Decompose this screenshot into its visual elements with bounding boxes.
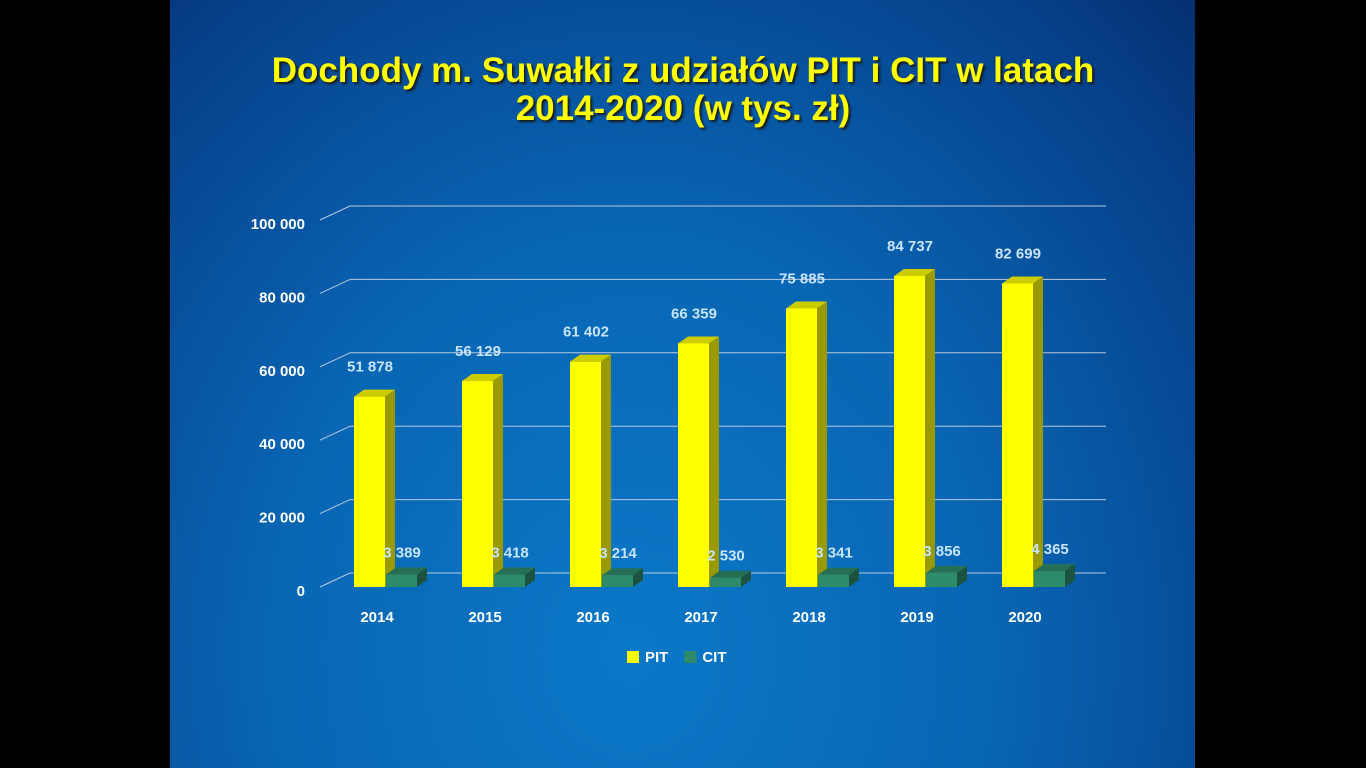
x-tick-label: 2015 bbox=[468, 609, 501, 626]
bar-top bbox=[818, 567, 859, 575]
bar bbox=[1034, 570, 1065, 587]
x-tick-label: 2014 bbox=[360, 609, 394, 626]
bar-side bbox=[525, 567, 535, 587]
bar-side bbox=[849, 567, 859, 587]
y-tick-label: 0 bbox=[297, 583, 305, 600]
grid-line-side bbox=[319, 205, 351, 221]
x-tick-label: 2020 bbox=[1008, 609, 1041, 626]
bar-top bbox=[354, 389, 395, 397]
bar-side bbox=[925, 269, 935, 587]
value-label: 3 214 bbox=[599, 545, 637, 562]
bar-side bbox=[633, 568, 643, 587]
bar-top bbox=[894, 269, 935, 277]
x-tick-label: 2018 bbox=[792, 609, 825, 626]
x-tick-label: 2016 bbox=[576, 609, 609, 626]
bar bbox=[570, 361, 601, 587]
bar-side bbox=[817, 301, 827, 587]
bar-top bbox=[1002, 276, 1043, 284]
bar-top bbox=[710, 570, 751, 578]
grid-line-side bbox=[319, 352, 351, 368]
legend-label: CIT bbox=[702, 649, 726, 666]
value-label: 3 856 bbox=[923, 543, 961, 560]
bar bbox=[678, 343, 709, 587]
bar bbox=[602, 575, 633, 587]
bar bbox=[354, 396, 385, 587]
value-label: 56 129 bbox=[455, 343, 501, 360]
value-label: 61 402 bbox=[563, 324, 609, 341]
bar bbox=[462, 381, 493, 587]
value-label: 3 389 bbox=[383, 545, 421, 562]
bar-top bbox=[786, 301, 827, 309]
grid-line-side bbox=[319, 572, 351, 588]
bar-side bbox=[1033, 276, 1043, 587]
bar bbox=[710, 577, 741, 587]
value-label: 75 885 bbox=[779, 270, 825, 287]
bar-side bbox=[385, 389, 395, 587]
bar-side bbox=[741, 570, 751, 587]
bar-top bbox=[494, 567, 535, 575]
x-tick-label: 2019 bbox=[900, 609, 933, 626]
bar bbox=[786, 308, 817, 587]
y-tick-label: 100 000 bbox=[251, 216, 305, 233]
y-tick-label: 60 000 bbox=[259, 363, 305, 380]
bar bbox=[494, 574, 525, 587]
grid-line-side bbox=[319, 425, 351, 441]
bar-side bbox=[417, 567, 427, 587]
value-label: 4 365 bbox=[1031, 541, 1069, 558]
bar bbox=[894, 276, 925, 587]
bar bbox=[926, 572, 957, 587]
bar-top bbox=[1034, 563, 1075, 571]
bar bbox=[818, 574, 849, 587]
legend-swatch bbox=[684, 651, 697, 663]
bar-top bbox=[602, 568, 643, 576]
bar-side bbox=[1065, 563, 1075, 587]
bar-side bbox=[709, 336, 719, 587]
y-tick-label: 40 000 bbox=[259, 436, 305, 453]
bar-side bbox=[601, 354, 611, 587]
grid-line-side bbox=[319, 278, 351, 294]
value-label: 51 878 bbox=[347, 359, 393, 376]
value-label: 2 530 bbox=[707, 548, 745, 565]
bar-top bbox=[926, 565, 967, 573]
value-label: 3 418 bbox=[491, 544, 529, 561]
value-label: 82 699 bbox=[995, 245, 1041, 262]
bar-side bbox=[957, 565, 967, 587]
value-label: 84 737 bbox=[887, 238, 933, 255]
bar bbox=[1002, 283, 1033, 587]
chart-title: Dochody m. Suwałki z udziałów PIT i CIT … bbox=[271, 51, 1095, 128]
bar-top bbox=[678, 336, 719, 344]
bar-top bbox=[570, 354, 611, 362]
bar-top bbox=[386, 567, 427, 575]
bar bbox=[386, 574, 417, 587]
y-tick-label: 20 000 bbox=[259, 510, 305, 527]
bar-top bbox=[462, 374, 503, 382]
legend-swatch bbox=[627, 651, 639, 663]
x-tick-label: 2017 bbox=[684, 609, 717, 626]
y-tick-label: 80 000 bbox=[259, 289, 305, 306]
value-label: 3 341 bbox=[815, 545, 853, 562]
grid-line-side bbox=[319, 499, 351, 515]
value-label: 66 359 bbox=[671, 305, 717, 322]
legend-label: PIT bbox=[645, 649, 668, 666]
bar-side bbox=[493, 374, 503, 587]
